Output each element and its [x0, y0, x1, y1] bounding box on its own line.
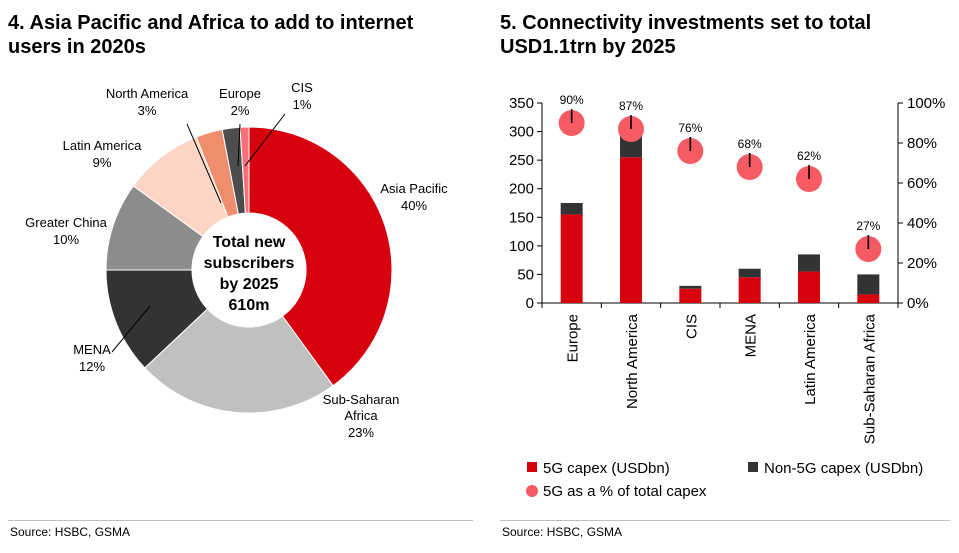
slice-name-sub-saharan-africa: Sub-Saharan — [323, 392, 400, 407]
bar-5g-capex-usdbn-europe — [560, 214, 583, 303]
slice-name-cis: CIS — [291, 80, 313, 95]
y-tick-label: 300 — [509, 124, 534, 141]
scatter-data-label: 76% — [678, 121, 702, 135]
legend-label-pct: 5G as a % of total capex — [543, 483, 707, 500]
scatter-data-label: 62% — [797, 149, 821, 163]
slice-value-asia-pacific: 40% — [401, 198, 427, 213]
left-title-line2: users in 2020s — [8, 36, 146, 58]
slice-cis — [239, 126, 250, 214]
left-source: Source: HSBC, GSMA — [10, 525, 131, 539]
leader-line-europe — [237, 123, 241, 167]
slice-name-asia-pacific: Asia Pacific — [380, 181, 448, 196]
right-title-line1: 5. Connectivity investments set to total — [500, 12, 872, 34]
slice-name-europe: Europe — [219, 86, 261, 101]
y-tick-label: 200 — [509, 181, 534, 198]
x-tick-label: Europe — [565, 314, 582, 362]
slice-value-sub-saharan-africa: 23% — [348, 425, 374, 440]
bar-5g-capex-usdbn-north-america — [620, 157, 642, 303]
bar-chart: 0 50 100 150 200 250 300 350 0% 20% 40% 60% 80% 100% E… — [509, 93, 945, 500]
center-text-line: 610m — [229, 297, 270, 314]
leader-line-cis — [244, 113, 286, 167]
slice-name-greater-china: Greater China — [25, 215, 107, 230]
y2-tick-label: 20% — [907, 255, 937, 272]
scatter-data-label: 90% — [560, 93, 584, 107]
leader-line-mena — [111, 305, 151, 353]
scatter-data-label: 27% — [856, 219, 880, 233]
slice-value-north-america: 3% — [138, 103, 157, 118]
right-panel-title: 5. Connectivity investments set to total… — [500, 11, 871, 59]
bar-non-5g-capex-usdbn-sub-saharan-africa — [857, 274, 880, 295]
y2-tick-label: 60% — [907, 175, 937, 192]
y2-tick-label: 80% — [907, 135, 937, 152]
bar-non-5g-capex-usdbn-latin-america — [798, 254, 820, 272]
y-tick-label: 50 — [517, 266, 534, 283]
y-tick-label: 100 — [509, 238, 534, 255]
y-tick-label: 250 — [509, 152, 534, 169]
bar-non-5g-capex-usdbn-mena — [738, 268, 761, 278]
legend-swatch-pct — [526, 485, 538, 497]
scatter-data-label: 68% — [738, 137, 762, 151]
bar-5g-capex-usdbn-sub-saharan-africa — [857, 294, 880, 303]
y-tick-label: 350 — [509, 95, 534, 112]
slice-name-latin-america: Latin America — [63, 138, 143, 153]
bar-5g-capex-usdbn-cis — [679, 288, 702, 303]
center-text-line: by 2025 — [220, 276, 279, 293]
x-tick-label: MENA — [743, 314, 760, 357]
slice-value-cis: 1% — [293, 97, 312, 112]
slice-name-sub-saharan-africa: Africa — [344, 408, 378, 423]
left-source-divider — [8, 520, 473, 521]
center-text-line: subscribers — [204, 255, 295, 272]
right-source-divider — [500, 520, 950, 521]
leader-line-north-america — [186, 123, 222, 204]
legend-label-non5g: Non-5G capex (USDbn) — [764, 460, 923, 477]
slice-value-greater-china: 10% — [53, 232, 79, 247]
center-text-line: Total new — [213, 234, 286, 251]
slice-asia-pacific — [248, 126, 393, 387]
legend-label-5g: 5G capex (USDbn) — [543, 460, 670, 477]
y-tick-label: 150 — [509, 209, 534, 226]
x-tick-label: North America — [624, 313, 641, 409]
x-tick-label: CIS — [683, 314, 700, 339]
legend-swatch-non5g — [748, 462, 758, 472]
right-title-line2: USD1.1trn by 2025 — [500, 36, 676, 58]
bar-5g-capex-usdbn-latin-america — [798, 271, 820, 303]
left-panel-title: 4. Asia Pacific and Africa to add to int… — [8, 11, 413, 59]
scatter-data-label: 87% — [619, 99, 643, 113]
y2-tick-label: 0% — [907, 295, 929, 312]
slice-sub-saharan-africa — [144, 308, 334, 414]
slice-value-europe: 2% — [231, 103, 250, 118]
slice-value-latin-america: 9% — [93, 155, 112, 170]
x-tick-label: Latin America — [802, 313, 819, 405]
bar-non-5g-capex-usdbn-europe — [560, 203, 583, 215]
slice-name-mena: MENA — [73, 342, 111, 357]
right-source: Source: HSBC, GSMA — [502, 525, 623, 539]
y2-tick-label: 40% — [907, 215, 937, 232]
y2-tick-label: 100% — [907, 95, 945, 112]
x-tick-label: Sub-Saharan Africa — [861, 313, 878, 444]
bar-5g-capex-usdbn-mena — [738, 277, 761, 303]
y-tick-label: 0 — [526, 295, 534, 312]
legend-swatch-5g — [527, 462, 537, 472]
bar-non-5g-capex-usdbn-cis — [679, 285, 702, 289]
slice-value-mena: 12% — [79, 359, 105, 374]
slice-name-north-america: North America — [106, 86, 189, 101]
left-title-line1: 4. Asia Pacific and Africa to add to int… — [8, 12, 414, 34]
